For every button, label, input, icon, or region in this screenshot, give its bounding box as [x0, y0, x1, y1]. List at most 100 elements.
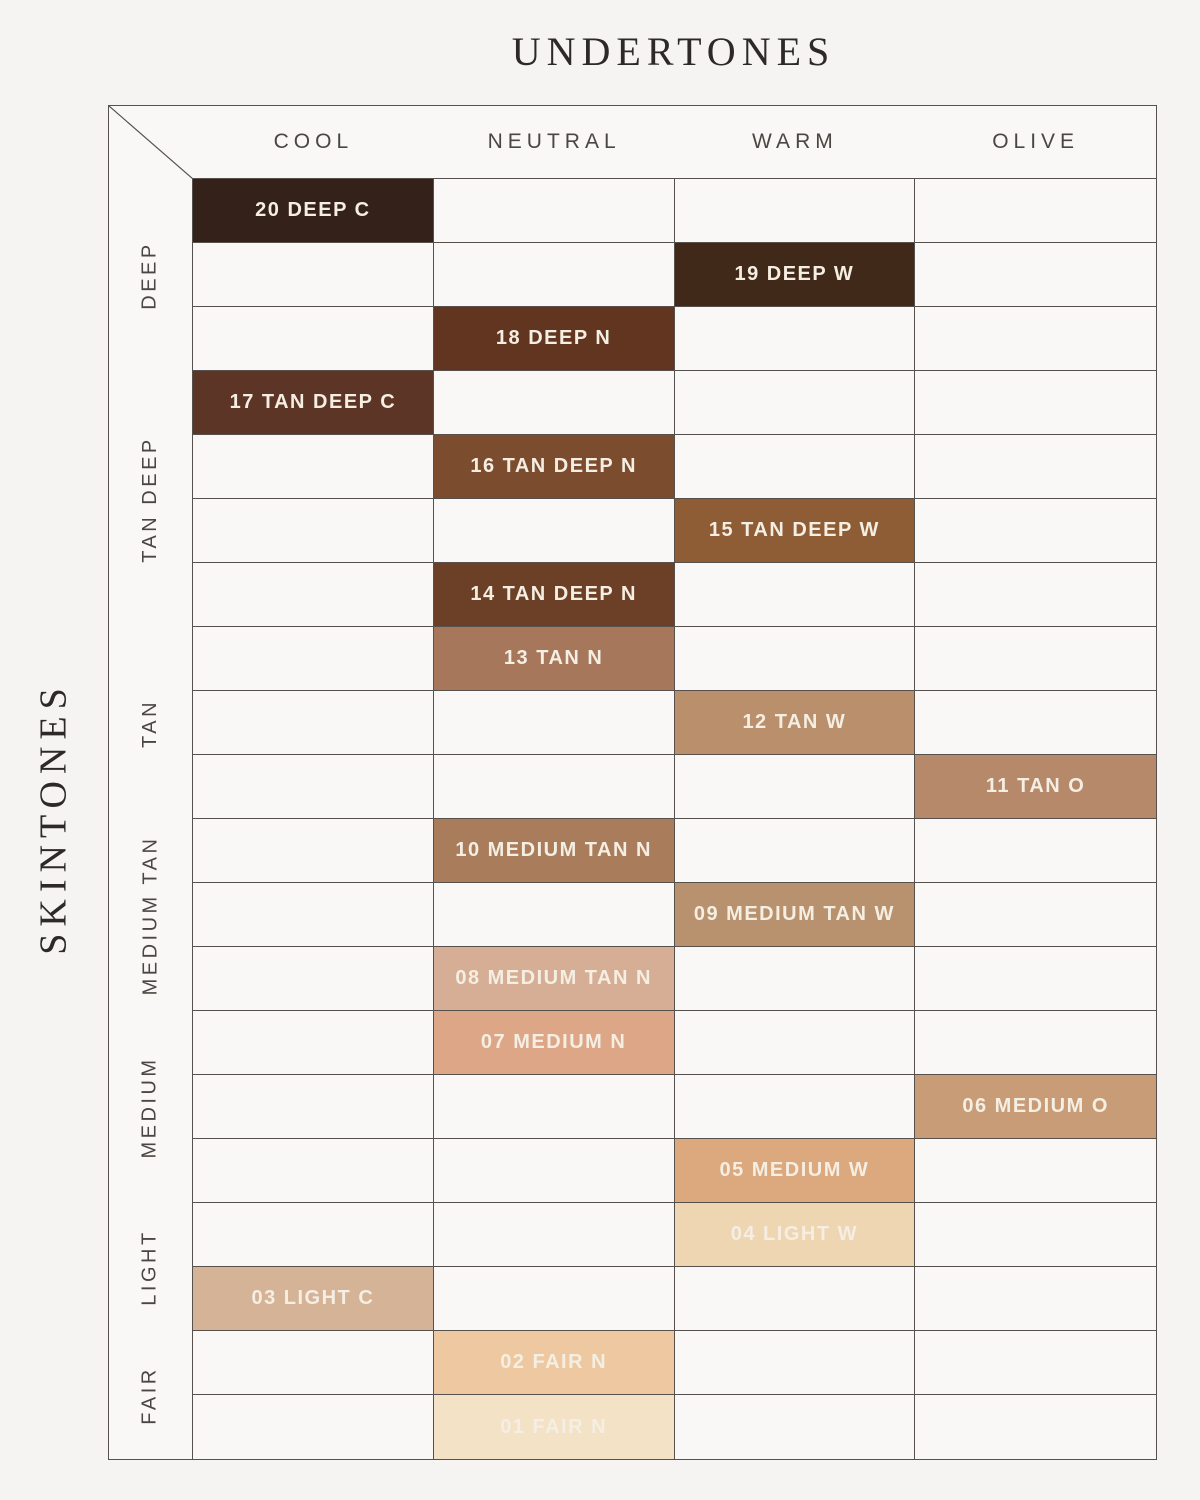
empty-cell: [433, 1267, 675, 1331]
row-group-label-text: FAIR: [138, 1365, 161, 1425]
shade-cell-label: 06 MEDIUM O: [962, 1095, 1109, 1117]
empty-cell: [193, 1075, 434, 1139]
empty-cell: [193, 307, 434, 371]
shade-cell-04-light-w: 04 LIGHT W: [674, 1203, 916, 1267]
side-axis-label-wrap: SKINTONES: [0, 178, 108, 1458]
row-group-label-text: MEDIUM TAN: [139, 835, 162, 995]
row-group-labels: DEEP TAN DEEP TAN MEDIUM TAN MEDIUM LIGHT FAIR: [109, 179, 193, 1459]
shade-cell-15-tan-deep-w: 15 TAN DEEP W: [674, 499, 916, 563]
empty-cell: [674, 1331, 916, 1395]
empty-cell: [674, 755, 916, 819]
empty-cell: [433, 883, 675, 947]
empty-cell: [915, 691, 1156, 755]
column-header-neutral: NEUTRAL: [487, 130, 621, 153]
shade-cell-label: 02 FAIR N: [500, 1351, 608, 1373]
empty-cell: [674, 563, 916, 627]
shade-cell-label: 12 TAN W: [742, 711, 847, 733]
column-header-olive: OLIVE: [992, 130, 1080, 153]
empty-cell: [674, 1011, 916, 1075]
empty-cell: [915, 1203, 1156, 1267]
shade-cell-11-tan-o: 11 TAN O: [915, 755, 1156, 819]
shade-cell-05-medium-w: 05 MEDIUM W: [674, 1139, 916, 1203]
row-group-label-medium-tan: MEDIUM TAN: [109, 819, 192, 1011]
shade-cell-01-fair-n: 01 FAIR N: [433, 1395, 675, 1459]
empty-cell: [674, 1395, 916, 1459]
empty-cell: [193, 947, 434, 1011]
shade-cell-label: 08 MEDIUM TAN N: [455, 967, 652, 989]
row-group-label-medium: MEDIUM: [109, 1011, 192, 1203]
shade-cell-label: 09 MEDIUM TAN W: [693, 903, 895, 925]
empty-cell: [193, 1331, 434, 1395]
page-title: UNDERTONES: [511, 29, 836, 74]
empty-cell: [433, 755, 675, 819]
shade-cell-06-medium-o: 06 MEDIUM O: [915, 1075, 1156, 1139]
shade-cell-13-tan-n: 13 TAN N: [433, 627, 675, 691]
empty-cell: [915, 1139, 1156, 1203]
row-group-label-text: MEDIUM: [139, 1055, 162, 1159]
shade-cell-09-medium-tan-w: 09 MEDIUM TAN W: [674, 883, 916, 947]
empty-cell: [433, 1139, 675, 1203]
empty-cell: [193, 819, 434, 883]
empty-cell: [674, 1075, 916, 1139]
empty-cell: [674, 947, 916, 1011]
empty-cell: [674, 1267, 916, 1331]
side-axis-label: SKINTONES: [33, 681, 75, 955]
empty-cell: [433, 371, 675, 435]
empty-cell: [193, 883, 434, 947]
empty-cell: [674, 371, 916, 435]
shade-cell-16-tan-deep-n: 16 TAN DEEP N: [433, 435, 675, 499]
empty-cell: [915, 1267, 1156, 1331]
shade-table: COOL NEUTRAL WARM OLIVE DEEP TAN DEEP TAN MEDI…: [108, 105, 1157, 1460]
corner-cell: [109, 106, 193, 179]
shade-grid: 20 DEEP C 19 DEEP W 18 DEEP N 17 TAN DEEP C…: [193, 179, 1156, 1459]
table-header-row: COOL NEUTRAL WARM OLIVE: [109, 106, 1156, 179]
empty-cell: [433, 243, 675, 307]
shade-cell-08-medium-tan-n: 08 MEDIUM TAN N: [433, 947, 675, 1011]
empty-cell: [915, 371, 1156, 435]
empty-cell: [915, 1395, 1156, 1459]
empty-cell: [433, 691, 675, 755]
shade-cell-label: 11 TAN O: [985, 775, 1086, 797]
shade-cell-17-tan-deep-c: 17 TAN DEEP C: [193, 371, 434, 435]
empty-cell: [193, 435, 434, 499]
empty-cell: [915, 1011, 1156, 1075]
empty-cell: [915, 243, 1156, 307]
empty-cell: [915, 179, 1156, 243]
shade-cell-03-light-c: 03 LIGHT C: [193, 1267, 434, 1331]
shade-cell-label: 05 MEDIUM W: [719, 1159, 870, 1181]
shade-cell-19-deep-w: 19 DEEP W: [674, 243, 916, 307]
shade-cell-18-deep-n: 18 DEEP N: [433, 307, 675, 371]
column-header-cool: COOL: [273, 130, 354, 153]
shade-cell-02-fair-n: 02 FAIR N: [433, 1331, 675, 1395]
empty-cell: [193, 755, 434, 819]
empty-cell: [193, 243, 434, 307]
shade-cell-14-tan-deep-n: 14 TAN DEEP N: [433, 563, 675, 627]
row-group-label-tan-deep: TAN DEEP: [109, 371, 192, 627]
empty-cell: [433, 1075, 675, 1139]
shade-cell-label: 20 DEEP C: [255, 199, 371, 221]
shade-cell-20-deep-c: 20 DEEP C: [193, 179, 434, 243]
shade-cell-label: 18 DEEP N: [495, 327, 612, 349]
shade-cell-12-tan-w: 12 TAN W: [674, 691, 916, 755]
shade-cell-label: 17 TAN DEEP C: [229, 391, 397, 413]
empty-cell: [193, 1203, 434, 1267]
empty-cell: [433, 499, 675, 563]
shade-cell-07-medium-n: 07 MEDIUM N: [433, 1011, 675, 1075]
empty-cell: [674, 627, 916, 691]
empty-cell: [915, 627, 1156, 691]
shade-cell-label: 19 DEEP W: [734, 263, 855, 285]
empty-cell: [193, 1139, 434, 1203]
empty-cell: [193, 691, 434, 755]
column-headers: COOL NEUTRAL WARM OLIVE: [193, 106, 1156, 179]
shade-cell-label: 14 TAN DEEP N: [470, 583, 637, 605]
empty-cell: [915, 1331, 1156, 1395]
row-group-label-tan: TAN: [109, 627, 192, 819]
row-group-label-deep: DEEP: [109, 179, 192, 371]
shade-cell-label: 15 TAN DEEP W: [708, 519, 880, 541]
row-group-label-text: LIGHT: [139, 1228, 161, 1306]
empty-cell: [915, 499, 1156, 563]
empty-cell: [674, 819, 916, 883]
empty-cell: [915, 883, 1156, 947]
empty-cell: [915, 307, 1156, 371]
row-group-label-light: LIGHT: [109, 1203, 192, 1331]
